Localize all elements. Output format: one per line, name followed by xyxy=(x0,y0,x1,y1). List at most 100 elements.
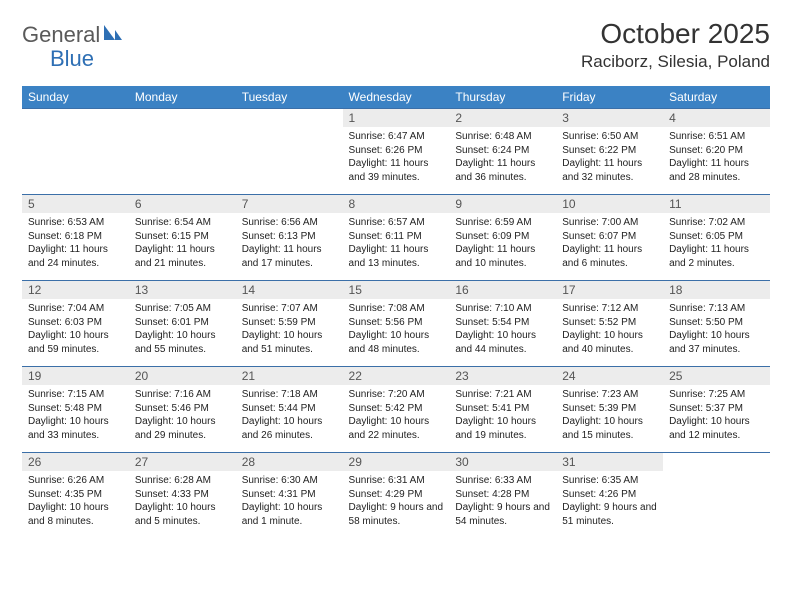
daylight-text: Daylight: 11 hours and 24 minutes. xyxy=(28,243,123,270)
daylight-text: Daylight: 10 hours and 12 minutes. xyxy=(669,415,764,442)
sunset-text: Sunset: 6:03 PM xyxy=(28,316,123,330)
weekday-header: Wednesday xyxy=(343,86,450,109)
sunset-text: Sunset: 5:59 PM xyxy=(242,316,337,330)
sunrise-text: Sunrise: 6:59 AM xyxy=(455,216,550,230)
calendar-day-cell: 9Sunrise: 6:59 AMSunset: 6:09 PMDaylight… xyxy=(449,195,556,281)
calendar-day-cell: 31Sunrise: 6:35 AMSunset: 4:26 PMDayligh… xyxy=(556,453,663,539)
calendar-day-cell: 26Sunrise: 6:26 AMSunset: 4:35 PMDayligh… xyxy=(22,453,129,539)
sunset-text: Sunset: 6:18 PM xyxy=(28,230,123,244)
calendar-week-row: 5Sunrise: 6:53 AMSunset: 6:18 PMDaylight… xyxy=(22,195,770,281)
day-detail: Sunrise: 7:18 AMSunset: 5:44 PMDaylight:… xyxy=(236,385,343,446)
day-number: 9 xyxy=(449,195,556,213)
day-detail: Sunrise: 7:04 AMSunset: 6:03 PMDaylight:… xyxy=(22,299,129,360)
sunset-text: Sunset: 5:50 PM xyxy=(669,316,764,330)
day-detail: Sunrise: 7:25 AMSunset: 5:37 PMDaylight:… xyxy=(663,385,770,446)
sunset-text: Sunset: 6:26 PM xyxy=(349,144,444,158)
weekday-header: Monday xyxy=(129,86,236,109)
calendar-day-cell: 6Sunrise: 6:54 AMSunset: 6:15 PMDaylight… xyxy=(129,195,236,281)
sunrise-text: Sunrise: 7:07 AM xyxy=(242,302,337,316)
day-detail: Sunrise: 6:53 AMSunset: 6:18 PMDaylight:… xyxy=(22,213,129,274)
calendar-day-cell: 14Sunrise: 7:07 AMSunset: 5:59 PMDayligh… xyxy=(236,281,343,367)
daylight-text: Daylight: 11 hours and 13 minutes. xyxy=(349,243,444,270)
daylight-text: Daylight: 9 hours and 51 minutes. xyxy=(562,501,657,528)
calendar-day-cell: 30 Sunrise: 6:33 AMSunset: 4:28 PMDayligh… xyxy=(449,453,556,539)
day-number: 6 xyxy=(129,195,236,213)
sunset-text: Sunset: 4:29 PM xyxy=(349,488,444,502)
brand-part2: Blue xyxy=(50,46,94,71)
calendar-day-cell: 5Sunrise: 6:53 AMSunset: 6:18 PMDaylight… xyxy=(22,195,129,281)
day-detail: Sunrise: 6:59 AMSunset: 6:09 PMDaylight:… xyxy=(449,213,556,274)
sunset-text: Sunset: 6:11 PM xyxy=(349,230,444,244)
sunset-text: Sunset: 4:28 PM xyxy=(455,488,550,502)
sunrise-text: Sunrise: 6:30 AM xyxy=(242,474,337,488)
day-number: 30 xyxy=(449,453,556,471)
sunrise-text: Sunrise: 7:23 AM xyxy=(562,388,657,402)
sunset-text: Sunset: 6:01 PM xyxy=(135,316,230,330)
weekday-header: Friday xyxy=(556,86,663,109)
calendar-day-cell: .. xyxy=(22,109,129,195)
sunrise-text: Sunrise: 6:28 AM xyxy=(135,474,230,488)
daylight-text: Daylight: 9 hours and 54 minutes. xyxy=(455,501,550,528)
daylight-text: Daylight: 10 hours and 19 minutes. xyxy=(455,415,550,442)
day-number: 29 xyxy=(343,453,450,471)
daylight-text: Daylight: 10 hours and 15 minutes. xyxy=(562,415,657,442)
calendar-week-row: 19Sunrise: 7:15 AMSunset: 5:48 PMDayligh… xyxy=(22,367,770,453)
daylight-text: Daylight: 10 hours and 22 minutes. xyxy=(349,415,444,442)
sunrise-text: Sunrise: 7:05 AM xyxy=(135,302,230,316)
calendar-day-cell: .. xyxy=(663,453,770,539)
day-number: 4 xyxy=(663,109,770,127)
calendar-day-cell: .. xyxy=(236,109,343,195)
day-detail: Sunrise: 7:20 AMSunset: 5:42 PMDaylight:… xyxy=(343,385,450,446)
sunset-text: Sunset: 5:48 PM xyxy=(28,402,123,416)
sunrise-text: Sunrise: 7:10 AM xyxy=(455,302,550,316)
daylight-text: Daylight: 10 hours and 40 minutes. xyxy=(562,329,657,356)
day-detail: Sunrise: 6:57 AMSunset: 6:11 PMDaylight:… xyxy=(343,213,450,274)
sunrise-text: Sunrise: 7:04 AM xyxy=(28,302,123,316)
day-detail: Sunrise: 6:47 AMSunset: 6:26 PMDaylight:… xyxy=(343,127,450,188)
weekday-header: Tuesday xyxy=(236,86,343,109)
sunset-text: Sunset: 4:26 PM xyxy=(562,488,657,502)
daylight-text: Daylight: 10 hours and 26 minutes. xyxy=(242,415,337,442)
sunrise-text: Sunrise: 6:31 AM xyxy=(349,474,444,488)
sunrise-text: Sunrise: 7:21 AM xyxy=(455,388,550,402)
calendar-day-cell: 2Sunrise: 6:48 AMSunset: 6:24 PMDaylight… xyxy=(449,109,556,195)
sunrise-text: Sunrise: 7:12 AM xyxy=(562,302,657,316)
daylight-text: Daylight: 10 hours and 8 minutes. xyxy=(28,501,123,528)
day-detail: Sunrise: 7:02 AMSunset: 6:05 PMDaylight:… xyxy=(663,213,770,274)
calendar-table: SundayMondayTuesdayWednesdayThursdayFrid… xyxy=(22,86,770,539)
calendar-page: General October 2025 Raciborz, Silesia, … xyxy=(0,0,792,549)
calendar-day-cell: 3Sunrise: 6:50 AMSunset: 6:22 PMDaylight… xyxy=(556,109,663,195)
sunset-text: Sunset: 6:07 PM xyxy=(562,230,657,244)
day-number: 24 xyxy=(556,367,663,385)
day-number: 27 xyxy=(129,453,236,471)
sunset-text: Sunset: 5:41 PM xyxy=(455,402,550,416)
sunrise-text: Sunrise: 7:20 AM xyxy=(349,388,444,402)
sunrise-text: Sunrise: 6:53 AM xyxy=(28,216,123,230)
day-number: 2 xyxy=(449,109,556,127)
daylight-text: Daylight: 11 hours and 39 minutes. xyxy=(349,157,444,184)
calendar-day-cell: 7Sunrise: 6:56 AMSunset: 6:13 PMDaylight… xyxy=(236,195,343,281)
calendar-week-row: 26Sunrise: 6:26 AMSunset: 4:35 PMDayligh… xyxy=(22,453,770,539)
location-text: Raciborz, Silesia, Poland xyxy=(581,52,770,72)
day-detail: Sunrise: 7:15 AMSunset: 5:48 PMDaylight:… xyxy=(22,385,129,446)
daylight-text: Daylight: 10 hours and 29 minutes. xyxy=(135,415,230,442)
calendar-day-cell: 24Sunrise: 7:23 AMSunset: 5:39 PMDayligh… xyxy=(556,367,663,453)
sunset-text: Sunset: 6:13 PM xyxy=(242,230,337,244)
day-number: 31 xyxy=(556,453,663,471)
title-block: October 2025 Raciborz, Silesia, Poland xyxy=(581,18,770,72)
sunset-text: Sunset: 5:54 PM xyxy=(455,316,550,330)
day-number: 22 xyxy=(343,367,450,385)
calendar-day-cell: 13Sunrise: 7:05 AMSunset: 6:01 PMDayligh… xyxy=(129,281,236,367)
sunrise-text: Sunrise: 6:33 AM xyxy=(455,474,550,488)
daylight-text: Daylight: 10 hours and 48 minutes. xyxy=(349,329,444,356)
calendar-day-cell: 28Sunrise: 6:30 AMSunset: 4:31 PMDayligh… xyxy=(236,453,343,539)
sunset-text: Sunset: 4:31 PM xyxy=(242,488,337,502)
sunrise-text: Sunrise: 6:56 AM xyxy=(242,216,337,230)
daylight-text: Daylight: 10 hours and 33 minutes. xyxy=(28,415,123,442)
calendar-day-cell: 23Sunrise: 7:21 AMSunset: 5:41 PMDayligh… xyxy=(449,367,556,453)
day-number: 7 xyxy=(236,195,343,213)
sunrise-text: Sunrise: 6:54 AM xyxy=(135,216,230,230)
day-detail: Sunrise: 6:50 AMSunset: 6:22 PMDaylight:… xyxy=(556,127,663,188)
day-number: 8 xyxy=(343,195,450,213)
daylight-text: Daylight: 11 hours and 36 minutes. xyxy=(455,157,550,184)
